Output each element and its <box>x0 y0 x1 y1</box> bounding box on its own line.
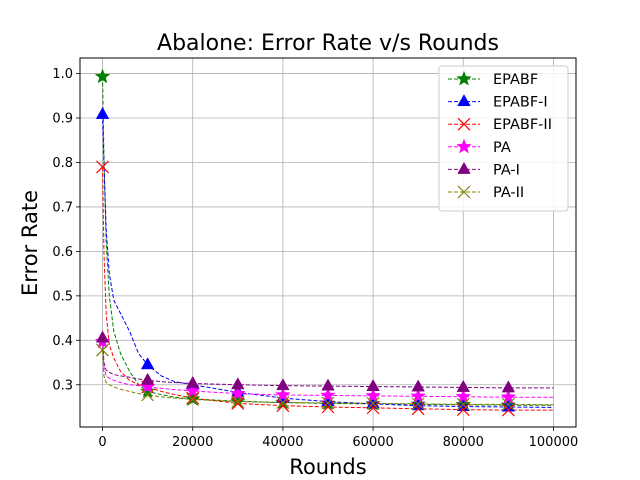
data-point-epabf-ii <box>276 399 290 413</box>
data-point-pa <box>230 385 246 401</box>
data-point-pa <box>184 382 201 398</box>
data-point-epabf-i <box>95 106 110 119</box>
y-axis: 0.3 0.4 0.5 0.6 0.7 0.8 0.9 1.0 <box>52 67 80 393</box>
data-point-epabf-ii <box>186 391 200 405</box>
data-point-pa <box>410 388 426 403</box>
series-line-epabf-i <box>102 114 554 408</box>
data-point-pa-ii <box>186 393 200 406</box>
x-tick-label: 40000 <box>262 435 303 450</box>
legend-label-epabf-i: EPABF-I <box>493 95 548 111</box>
y-tick-label: 1.0 <box>52 67 73 82</box>
data-point-pa-ii <box>366 397 380 410</box>
x-tick-label: 80000 <box>443 435 484 450</box>
legend-marker-pa <box>456 138 472 154</box>
data-point-epabf <box>94 68 111 84</box>
data-point-pa <box>320 387 336 403</box>
y-tick-label: 0.4 <box>52 334 73 349</box>
legend-marker-pa-i <box>457 161 471 174</box>
y-axis-label: Error Rate <box>18 190 42 296</box>
legend-box <box>438 65 569 212</box>
y-tick-label: 0.5 <box>52 289 73 304</box>
data-point-epabf-ii <box>96 160 109 174</box>
data-point-pa-i <box>501 380 516 393</box>
data-point-epabf-ii <box>411 402 425 416</box>
legend-label-pa: PA <box>493 140 511 156</box>
legend-marker-epabf-i <box>457 94 471 107</box>
data-point-pa-i <box>231 377 245 390</box>
data-point-pa-i <box>95 330 110 343</box>
data-point-pa-i <box>321 378 335 391</box>
legend-label-pa-i: PA-I <box>493 162 520 178</box>
data-point-pa <box>275 386 291 402</box>
data-point-pa-ii <box>231 395 245 409</box>
data-point-pa <box>365 387 381 403</box>
legend-label-epabf-ii: EPABF-II <box>493 117 552 133</box>
series-lines <box>102 76 554 411</box>
x-tick-label: 100000 <box>529 435 579 450</box>
y-tick-label: 0.3 <box>52 378 73 393</box>
y-tick-label: 0.8 <box>52 156 73 171</box>
x-axis: 0 20000 40000 60000 80000 100000 <box>98 427 578 450</box>
data-point-epabf-i <box>501 399 516 412</box>
x-axis-label: Rounds <box>289 455 366 479</box>
legend-label-pa-ii: PA-II <box>493 185 524 201</box>
x-tick-label: 20000 <box>172 435 213 450</box>
data-point-pa-ii <box>321 396 335 410</box>
legend-marker-pa-ii <box>457 185 471 199</box>
data-point-pa-i <box>185 375 200 388</box>
x-tick-label: 60000 <box>352 435 393 450</box>
data-point-epabf-ii <box>366 401 380 415</box>
data-point-pa-i <box>276 378 290 391</box>
legend-marker-epabf-ii <box>457 117 471 131</box>
y-tick-label: 0.7 <box>52 200 73 215</box>
data-point-epabf-i <box>140 357 155 370</box>
data-point-epabf-ii <box>501 403 515 417</box>
y-tick-label: 0.6 <box>52 245 73 260</box>
x-tick-label: 0 <box>98 435 106 450</box>
data-point-pa-ii <box>141 388 155 402</box>
data-point-epabf-ii <box>456 403 470 417</box>
series-line-pa-ii <box>102 350 554 406</box>
data-point-pa-i <box>456 379 471 392</box>
chart-title: Abalone: Error Rate v/s Rounds <box>157 31 499 56</box>
y-tick-label: 0.9 <box>52 112 73 127</box>
legend: EPABF EPABF-I EPABF-II PA PA-I PA-II <box>438 65 569 212</box>
data-point-pa-i <box>411 379 425 392</box>
series-line-pa <box>102 341 554 398</box>
data-point-pa-ii <box>96 343 109 357</box>
data-point-pa-i <box>366 379 380 391</box>
data-point-pa <box>455 388 472 404</box>
data-point-pa-ii <box>456 397 470 411</box>
data-point-pa-ii <box>276 396 290 409</box>
data-point-epabf-ii <box>321 400 335 414</box>
legend-marker-epabf <box>456 70 472 86</box>
data-point-pa-i <box>140 372 155 385</box>
data-point-pa <box>500 388 517 404</box>
series-markers <box>94 68 517 417</box>
data-point-pa-ii <box>501 397 515 411</box>
legend-label-epabf: EPABF <box>493 72 538 88</box>
data-point-pa-ii <box>411 397 425 411</box>
series-line-pa-i <box>102 338 554 389</box>
series-line-epabf-ii <box>102 166 554 411</box>
plot-frame <box>79 57 577 428</box>
